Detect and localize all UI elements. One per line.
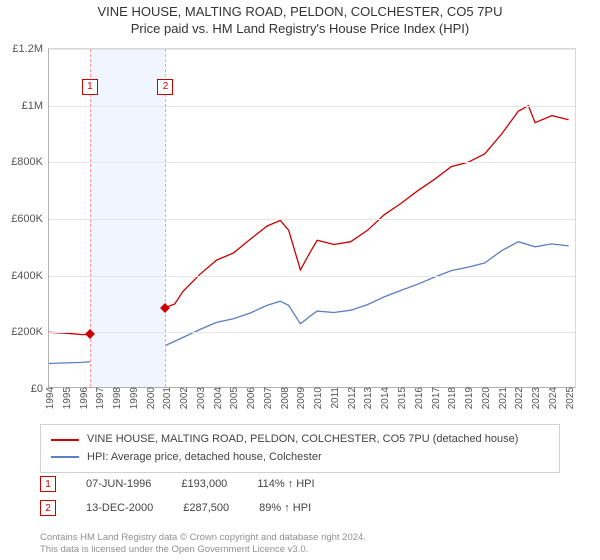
copyright-footer: Contains HM Land Registry data © Crown c… [40, 532, 366, 556]
x-axis-tick: 1997 [95, 387, 106, 409]
chart-plot-area: £0£200K£400K£600K£800K£1M£1.2M1994199519… [48, 48, 576, 388]
sale-marker-box: 2 [40, 500, 56, 516]
x-axis-tick: 2020 [481, 387, 492, 409]
x-axis-tick: 1998 [112, 387, 123, 409]
y-axis-tick: £600K [11, 213, 43, 225]
x-axis-tick: 2006 [246, 387, 257, 409]
x-axis-tick: 2013 [363, 387, 374, 409]
legend-row: VINE HOUSE, MALTING ROAD, PELDON, COLCHE… [51, 431, 549, 449]
footer-line-2: This data is licensed under the Open Gov… [40, 544, 366, 556]
x-axis-tick: 2012 [347, 387, 358, 409]
sale-date: 13-DEC-2000 [86, 502, 153, 514]
x-axis-tick: 2005 [229, 387, 240, 409]
sale-marker-line [165, 49, 166, 387]
x-axis-tick: 2022 [514, 387, 525, 409]
legend-swatch [51, 456, 79, 458]
x-axis-tick: 2000 [146, 387, 157, 409]
x-axis-tick: 2025 [565, 387, 576, 409]
legend-label: HPI: Average price, detached house, Colc… [87, 449, 322, 467]
title-line-2: Price paid vs. HM Land Registry's House … [0, 21, 600, 38]
x-axis-tick: 1996 [79, 387, 90, 409]
x-axis-tick: 2016 [414, 387, 425, 409]
legend-label: VINE HOUSE, MALTING ROAD, PELDON, COLCHE… [87, 431, 518, 449]
chart-title: VINE HOUSE, MALTING ROAD, PELDON, COLCHE… [0, 0, 600, 38]
x-axis-tick: 2011 [330, 387, 341, 409]
x-axis-tick: 2009 [296, 387, 307, 409]
x-axis-tick: 2023 [531, 387, 542, 409]
x-axis-tick: 2008 [280, 387, 291, 409]
legend-swatch [51, 439, 79, 441]
x-axis-tick: 1999 [129, 387, 140, 409]
x-axis-tick: 2024 [548, 387, 559, 409]
y-axis-tick: £200K [11, 326, 43, 338]
x-axis-tick: 2017 [431, 387, 442, 409]
x-axis-tick: 2018 [447, 387, 458, 409]
y-axis-tick: £0 [31, 383, 43, 395]
sale-row: 1 07-JUN-1996 £193,000 114% ↑ HPI [40, 476, 560, 492]
y-axis-tick: £800K [11, 156, 43, 168]
sale-price: £193,000 [181, 478, 227, 490]
x-axis-tick: 2004 [213, 387, 224, 409]
x-axis-tick: 1995 [62, 387, 73, 409]
x-axis-tick: 2021 [498, 387, 509, 409]
sale-price: £287,500 [183, 502, 229, 514]
x-axis-tick: 2010 [313, 387, 324, 409]
x-axis-tick: 2002 [179, 387, 190, 409]
x-axis-tick: 2001 [162, 387, 173, 409]
sale-pct: 89% ↑ HPI [259, 502, 311, 514]
sale-marker-box: 1 [40, 476, 56, 492]
x-axis-tick: 1994 [45, 387, 56, 409]
x-axis-tick: 2007 [263, 387, 274, 409]
legend-row: HPI: Average price, detached house, Colc… [51, 449, 549, 467]
title-line-1: VINE HOUSE, MALTING ROAD, PELDON, COLCHE… [0, 4, 600, 21]
y-axis-tick: £400K [11, 270, 43, 282]
y-axis-tick: £1M [22, 100, 43, 112]
x-axis-tick: 2014 [380, 387, 391, 409]
legend: VINE HOUSE, MALTING ROAD, PELDON, COLCHE… [40, 424, 560, 473]
sale-date: 07-JUN-1996 [86, 478, 151, 490]
x-axis-tick: 2003 [196, 387, 207, 409]
sale-pct: 114% ↑ HPI [257, 478, 314, 490]
sale-marker-label: 1 [82, 79, 98, 95]
sale-marker-label: 2 [157, 79, 173, 95]
y-axis-tick: £1.2M [12, 43, 43, 55]
x-axis-tick: 2019 [464, 387, 475, 409]
sale-row: 2 13-DEC-2000 £287,500 89% ↑ HPI [40, 500, 560, 516]
footer-line-1: Contains HM Land Registry data © Crown c… [40, 532, 366, 544]
x-axis-tick: 2015 [397, 387, 408, 409]
